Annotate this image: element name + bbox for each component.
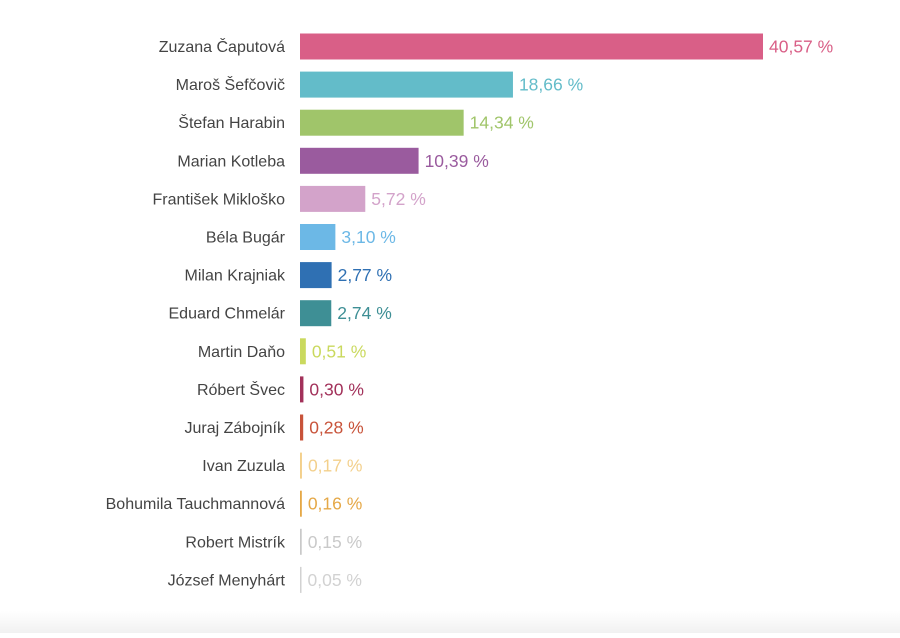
bar <box>300 566 302 593</box>
category-label: Robert Mistrík <box>185 534 286 551</box>
category-label: Róbert Švec <box>197 380 285 399</box>
bars <box>300 33 763 593</box>
category-labels: Zuzana Čaputová Maroš Šefčovič Štefan Hara… <box>106 37 286 589</box>
category-label: Štefan Harabin <box>178 113 285 132</box>
value-label: 14,34 % <box>470 113 534 133</box>
value-label: 0,51 % <box>312 341 366 361</box>
category-label: Juraj Zábojník <box>185 420 286 437</box>
category-label: Martin Daňo <box>198 344 285 361</box>
value-label: 5,72 % <box>371 189 425 209</box>
bar <box>300 376 304 403</box>
value-label: 0,16 % <box>308 494 362 514</box>
category-label: Bohumila Tauchmannová <box>106 496 285 513</box>
category-label: József Menyhárt <box>168 572 286 589</box>
category-label: Eduard Chmelár <box>169 306 286 323</box>
value-label: 10,39 % <box>425 151 489 171</box>
category-label: Ivan Zuzula <box>202 458 285 475</box>
category-label: Milan Krajniak <box>185 268 286 285</box>
value-label: 0,17 % <box>308 456 362 476</box>
category-label: Béla Bugár <box>206 230 286 247</box>
value-label: 0,15 % <box>308 532 362 552</box>
category-label: Maroš Šefčovič <box>176 75 285 94</box>
bar <box>300 414 304 441</box>
value-label: 0,28 % <box>309 418 363 438</box>
bar <box>300 262 332 289</box>
bar <box>300 300 332 327</box>
bar <box>300 338 306 365</box>
value-label: 18,66 % <box>519 75 583 95</box>
bar <box>300 490 302 517</box>
value-labels: 40,57 % 18,66 % 14,34 % 10,39 %5,72 % 3,10 %… <box>308 37 834 590</box>
bar <box>300 109 464 136</box>
bar <box>300 528 302 555</box>
value-label: 0,30 % <box>309 379 363 399</box>
bar <box>300 224 336 250</box>
bar <box>300 71 513 98</box>
bar <box>300 147 419 174</box>
bar <box>300 452 302 479</box>
value-label: 2,77 % <box>338 265 392 285</box>
bar <box>300 33 763 60</box>
value-label: 40,57 % <box>769 37 833 57</box>
bar <box>300 185 366 212</box>
value-label: 2,74 % <box>337 303 391 323</box>
category-label: Marian Kotleba <box>177 153 285 170</box>
value-label: 0,05 % <box>308 570 362 590</box>
value-label: 3,10 % <box>341 227 395 247</box>
bottom-fade <box>0 611 900 633</box>
category-label: Zuzana Čaputová <box>159 37 285 56</box>
category-label: František Mikloško <box>153 191 286 208</box>
